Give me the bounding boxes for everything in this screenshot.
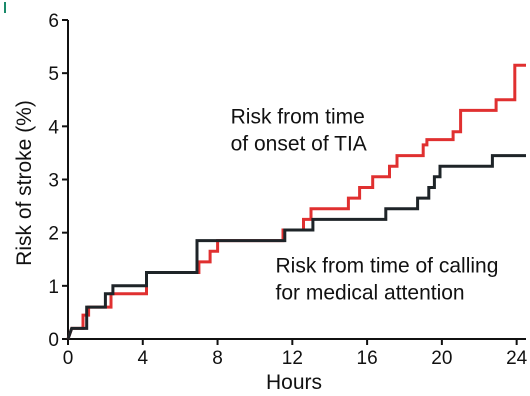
x-tick-label: 24 bbox=[506, 348, 528, 369]
y-tick-label: 4 bbox=[48, 117, 59, 138]
annotation-line: Risk from time bbox=[231, 106, 365, 129]
x-tick-label: 16 bbox=[357, 348, 378, 369]
y-axis-title: Risk of stroke (%) bbox=[13, 100, 36, 266]
y-tick-label: 1 bbox=[48, 277, 59, 298]
x-axis-title: Hours bbox=[266, 371, 322, 394]
annotation-line: of onset of TIA bbox=[231, 133, 367, 156]
series-line-2 bbox=[66, 154, 526, 340]
y-tick-label: 5 bbox=[48, 64, 59, 85]
series-layer bbox=[66, 63, 526, 340]
x-tick-label: 20 bbox=[431, 348, 452, 369]
y-tick-label: 6 bbox=[48, 11, 59, 32]
x-tick-label: 8 bbox=[212, 348, 223, 369]
y-tick-label: 0 bbox=[48, 330, 59, 351]
x-tick-label: 12 bbox=[282, 348, 303, 369]
x-tick-label: 4 bbox=[137, 348, 148, 369]
x-tick-label: 0 bbox=[63, 348, 74, 369]
series-line-1 bbox=[66, 63, 526, 340]
annotation-line: Risk from time of calling bbox=[276, 255, 499, 278]
annotation-2: Risk from time of calling for medical att… bbox=[276, 255, 499, 305]
y-tick-label: 3 bbox=[48, 171, 59, 192]
annotation-1: Risk from time of onset of TIA bbox=[231, 106, 367, 156]
annotation-line: for medical attention bbox=[276, 282, 465, 305]
y-tick-label: 2 bbox=[48, 224, 59, 245]
